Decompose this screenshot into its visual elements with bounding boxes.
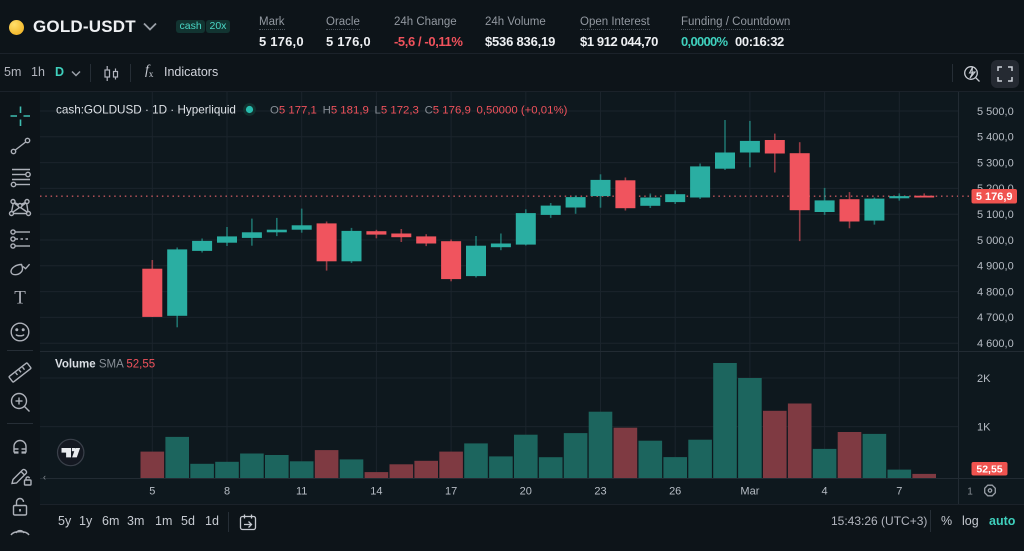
svg-text:8: 8 (224, 486, 230, 498)
svg-text:O5 177,1 H5 181,9 L5 172,3 C5: O5 177,1 H5 181,9 L5 172,3 C5 176,9 0,50… (270, 105, 568, 117)
svg-text:5 176,9: 5 176,9 (976, 191, 1013, 203)
svg-text:5 100,0: 5 100,0 (977, 209, 1014, 221)
svg-text:‹: ‹ (43, 472, 46, 482)
svg-text:7: 7 (896, 486, 902, 498)
svg-text:4 600,0: 4 600,0 (977, 338, 1014, 350)
svg-text:5 500,0: 5 500,0 (977, 106, 1014, 118)
svg-text:5 300,0: 5 300,0 (977, 157, 1014, 169)
svg-text:Mar: Mar (740, 486, 759, 498)
svg-text:23: 23 (594, 486, 606, 498)
svg-text:17: 17 (445, 486, 457, 498)
svg-text:1: 1 (967, 487, 973, 498)
svg-text:cash:GOLDUSD · 1D · Hyperliqui: cash:GOLDUSD · 1D · Hyperliquid (56, 104, 236, 117)
svg-text:11: 11 (296, 486, 307, 498)
svg-text:5 400,0: 5 400,0 (977, 132, 1014, 144)
svg-text:4 900,0: 4 900,0 (977, 261, 1014, 273)
svg-text:14: 14 (370, 486, 382, 498)
svg-text:52,55: 52,55 (976, 463, 1002, 475)
svg-text:4 800,0: 4 800,0 (977, 286, 1014, 298)
svg-text:5 000,0: 5 000,0 (977, 235, 1014, 247)
svg-text:4: 4 (822, 486, 828, 498)
svg-text:5: 5 (149, 486, 155, 498)
svg-text:1K: 1K (977, 421, 991, 433)
svg-text:2K: 2K (977, 373, 991, 385)
svg-text:Volume SMA 52,55: Volume SMA 52,55 (55, 359, 155, 371)
svg-text:20: 20 (520, 486, 532, 498)
svg-text:T: T (14, 288, 26, 309)
svg-text:26: 26 (669, 486, 681, 498)
svg-text:4 700,0: 4 700,0 (977, 312, 1014, 324)
